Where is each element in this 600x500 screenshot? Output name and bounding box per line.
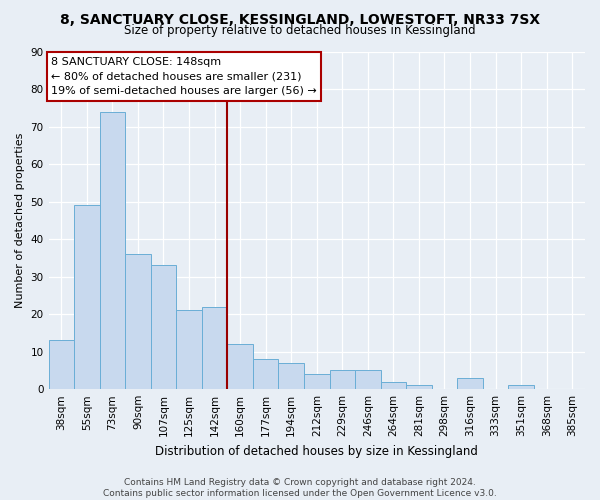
Bar — [508, 386, 534, 389]
Text: Size of property relative to detached houses in Kessingland: Size of property relative to detached ho… — [124, 24, 476, 37]
Bar — [74, 206, 100, 389]
Bar — [380, 382, 406, 389]
Bar — [253, 359, 278, 389]
X-axis label: Distribution of detached houses by size in Kessingland: Distribution of detached houses by size … — [155, 444, 478, 458]
Bar — [329, 370, 355, 389]
Bar — [100, 112, 125, 389]
Bar — [151, 266, 176, 389]
Y-axis label: Number of detached properties: Number of detached properties — [15, 132, 25, 308]
Text: 8, SANCTUARY CLOSE, KESSINGLAND, LOWESTOFT, NR33 7SX: 8, SANCTUARY CLOSE, KESSINGLAND, LOWESTO… — [60, 12, 540, 26]
Bar — [125, 254, 151, 389]
Bar — [227, 344, 253, 389]
Bar — [176, 310, 202, 389]
Text: 8 SANCTUARY CLOSE: 148sqm
← 80% of detached houses are smaller (231)
19% of semi: 8 SANCTUARY CLOSE: 148sqm ← 80% of detac… — [51, 56, 317, 96]
Bar — [304, 374, 329, 389]
Text: Contains HM Land Registry data © Crown copyright and database right 2024.
Contai: Contains HM Land Registry data © Crown c… — [103, 478, 497, 498]
Bar — [457, 378, 483, 389]
Bar — [49, 340, 74, 389]
Bar — [406, 386, 432, 389]
Bar — [355, 370, 380, 389]
Bar — [278, 363, 304, 389]
Bar — [202, 306, 227, 389]
